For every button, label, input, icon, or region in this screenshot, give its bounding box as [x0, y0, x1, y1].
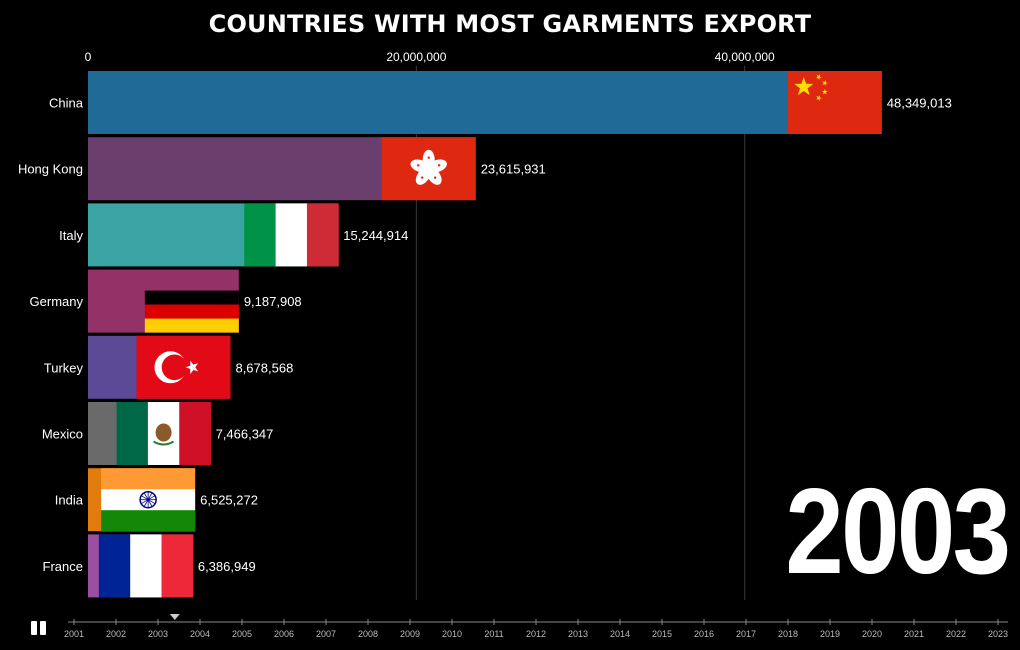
value-label: 6,525,272	[200, 493, 258, 508]
timeline-year-label[interactable]: 2009	[400, 629, 420, 639]
timeline-year-label[interactable]: 2021	[904, 629, 924, 639]
category-label: Germany	[30, 294, 84, 309]
timeline-year-label[interactable]: 2012	[526, 629, 546, 639]
value-label: 7,466,347	[216, 427, 274, 442]
bar-group: India 6,525,272	[55, 468, 258, 532]
value-label: 6,386,949	[198, 559, 256, 574]
timeline-slider[interactable]: 2001 2002 2003 2004 2005 2006 2007 2008 2009 2010…	[0, 600, 1020, 650]
timeline-year-label[interactable]: 2003	[148, 629, 168, 639]
bar	[88, 71, 882, 134]
timeline-year-label[interactable]: 2015	[652, 629, 672, 639]
timeline-year-label[interactable]: 2006	[274, 629, 294, 639]
timeline-year-label[interactable]: 2020	[862, 629, 882, 639]
category-label: China	[49, 96, 84, 111]
timeline-year-label[interactable]: 2017	[736, 629, 756, 639]
value-label: 8,678,568	[235, 360, 293, 375]
timeline-year-label[interactable]: 2022	[946, 629, 966, 639]
timeline-year-label[interactable]: 2007	[316, 629, 336, 639]
china-flag	[787, 71, 882, 134]
bar-group: Turkey 8,678,568	[44, 335, 293, 399]
timeline-year-label[interactable]: 2019	[820, 629, 840, 639]
timeline-year-label[interactable]: 2018	[778, 629, 798, 639]
x-tick-label: 0	[85, 50, 92, 64]
category-label: Hong Kong	[18, 162, 83, 177]
chart-title: COUNTRIES WITH MOST GARMENTS EXPORT	[208, 10, 812, 38]
timeline-year-label[interactable]: 2005	[232, 629, 252, 639]
category-label: Turkey	[44, 360, 84, 375]
bar-group: China 48,349,013	[49, 71, 952, 134]
bar-group: Germany 9,187,908	[30, 269, 302, 333]
value-label: 15,244,914	[343, 228, 408, 243]
bar-chart: 0 20,000,000 40,000,000 China 48,349,013 Hon…	[18, 50, 952, 600]
italy-flag	[244, 203, 339, 267]
timeline-year-label[interactable]: 2002	[106, 629, 126, 639]
timeline-year-label[interactable]: 2010	[442, 629, 462, 639]
value-label: 48,349,013	[887, 96, 952, 111]
turkey-flag	[136, 335, 231, 399]
timeline-year-label[interactable]: 2008	[358, 629, 378, 639]
pause-icon	[31, 621, 37, 635]
bar-group: Italy 15,244,914	[59, 203, 408, 267]
timeline-year-label[interactable]: 2004	[190, 629, 210, 639]
value-label: 9,187,908	[244, 294, 302, 309]
timeline-year-label[interactable]: 2023	[988, 629, 1008, 639]
x-tick-label: 20,000,000	[386, 50, 446, 64]
hong-kong-flag	[381, 137, 476, 201]
india-flag	[101, 468, 196, 532]
france-flag	[98, 534, 194, 598]
bar-group: Hong Kong 23,615,931	[18, 137, 546, 201]
timeline-year-label[interactable]: 2014	[610, 629, 630, 639]
timeline-year-label[interactable]: 2013	[568, 629, 588, 639]
timeline-year-label[interactable]: 2001	[64, 629, 84, 639]
germany-flag	[144, 290, 239, 333]
mexico-flag	[116, 402, 212, 465]
category-label: India	[55, 493, 84, 508]
timeline-year-label[interactable]: 2016	[694, 629, 714, 639]
category-label: France	[43, 559, 83, 574]
timeline-handle[interactable]	[169, 614, 180, 620]
year-display: 2003	[784, 463, 1011, 599]
category-label: Italy	[59, 228, 83, 243]
value-label: 23,615,931	[481, 162, 546, 177]
category-label: Mexico	[42, 427, 83, 442]
pause-button[interactable]	[31, 620, 47, 636]
x-axis-ticks: 0 20,000,000 40,000,000	[85, 50, 775, 64]
bar-group: France 6,386,949	[43, 534, 256, 598]
pause-icon-bar	[40, 621, 46, 635]
bars: China 48,349,013 Hong Kong 23,615,931 Italy 1…	[18, 71, 952, 598]
x-tick-label: 40,000,000	[715, 50, 775, 64]
timeline-year-label[interactable]: 2011	[484, 629, 503, 639]
bar-group: Mexico 7,466,347	[42, 402, 274, 465]
